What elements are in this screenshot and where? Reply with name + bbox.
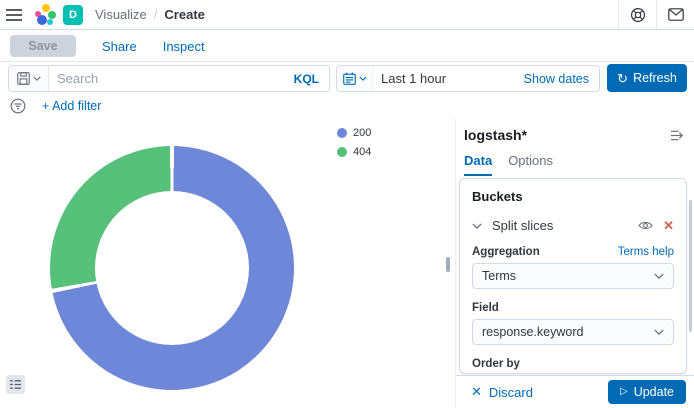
breadcrumb-separator: / [153, 7, 158, 22]
inspect-button[interactable]: Inspect [162, 38, 205, 54]
time-picker: Last 1 hour Show dates [336, 65, 600, 92]
legend-dot-404 [337, 147, 347, 157]
aggregation-select[interactable]: Terms [472, 263, 674, 289]
chevron-down-icon[interactable] [472, 222, 482, 229]
calendar-icon [342, 72, 356, 85]
donut-hole [95, 191, 249, 345]
tab-options[interactable]: Options [508, 153, 553, 168]
legend-item-404[interactable]: 404 [337, 146, 371, 158]
refresh-button[interactable]: ↻ Refresh [607, 64, 687, 92]
toggle-visibility-eye-icon[interactable] [638, 220, 653, 231]
header-divider [656, 0, 657, 29]
hamburger-menu-icon[interactable] [0, 0, 28, 29]
share-button[interactable]: Share [102, 38, 137, 54]
query-bar: KQL Last 1 hour Show dates ↻ Refresh [0, 62, 694, 94]
remove-bucket-icon[interactable]: ✕ [663, 218, 674, 233]
time-range-value[interactable]: Last 1 hour [381, 71, 447, 86]
show-dates-button[interactable]: Show dates [523, 71, 589, 86]
chevron-down-icon [358, 76, 367, 81]
editor-side-panel: logstash* Data Options Buckets Split sli… [455, 118, 694, 408]
legend-dot-200 [337, 128, 347, 138]
chevron-down-icon [32, 76, 41, 81]
close-icon: ✕ [471, 384, 482, 399]
chart-legend: 200 404 [337, 127, 371, 158]
collapse-panel-icon[interactable] [670, 129, 684, 142]
visualize-toolbar: Save Share Inspect [0, 31, 694, 62]
search-box: KQL [8, 65, 330, 92]
newsfeed-envelope-icon[interactable] [657, 0, 694, 29]
saved-query-menu-button[interactable] [9, 66, 49, 91]
play-icon: ▷ [619, 386, 628, 397]
buckets-card: Buckets Split slices ✕ Aggregation [459, 178, 687, 374]
chevron-down-icon [654, 273, 664, 279]
elastic-logo[interactable] [34, 3, 56, 26]
breadcrumb-create: Create [164, 7, 205, 22]
header-divider [618, 0, 619, 29]
update-button[interactable]: ▷ Update [607, 380, 686, 404]
field-label: Field [472, 302, 499, 314]
legend-toggle-button[interactable] [6, 375, 25, 394]
discard-button[interactable]: ✕ Discard [471, 384, 533, 400]
panel-scrollbar[interactable] [689, 200, 692, 332]
filter-icon [10, 98, 26, 114]
bucket-type-label: Split slices [492, 218, 554, 233]
panel-tabs: Data Options [456, 143, 694, 176]
filter-bar: + Add filter [0, 94, 694, 118]
add-filter-button[interactable]: + Add filter [42, 99, 102, 113]
panel-footer: ✕ Discard ▷ Update [456, 375, 694, 408]
save-query-icon [16, 72, 30, 85]
search-input[interactable] [49, 71, 284, 86]
field-select[interactable]: response.keyword [472, 319, 674, 345]
split-slices-row[interactable]: Split slices ✕ [472, 218, 674, 233]
breadcrumb: Visualize / Create [95, 7, 205, 22]
app-header: D Visualize / Create [0, 0, 694, 30]
order-by-label: Order by [472, 358, 520, 370]
tab-data[interactable]: Data [464, 153, 493, 176]
legend-item-200[interactable]: 200 [337, 127, 371, 139]
time-picker-calendar-button[interactable] [337, 66, 373, 91]
space-avatar[interactable]: D [63, 4, 83, 25]
help-icon[interactable] [619, 0, 656, 29]
donut-chart[interactable] [50, 146, 294, 390]
buckets-heading: Buckets [472, 189, 523, 204]
refresh-icon: ↻ [617, 70, 629, 86]
filter-options-button[interactable] [8, 96, 28, 116]
aggregation-label: Aggregation [472, 246, 540, 258]
terms-help-link[interactable]: Terms help [617, 246, 674, 258]
panel-resize-handle[interactable] [446, 257, 450, 272]
query-language-button[interactable]: KQL [293, 71, 319, 86]
save-button[interactable]: Save [10, 35, 76, 57]
index-pattern-title: logstash* [464, 127, 528, 143]
chevron-down-icon [654, 329, 664, 335]
breadcrumb-visualize[interactable]: Visualize [95, 7, 147, 22]
list-icon [10, 380, 21, 389]
